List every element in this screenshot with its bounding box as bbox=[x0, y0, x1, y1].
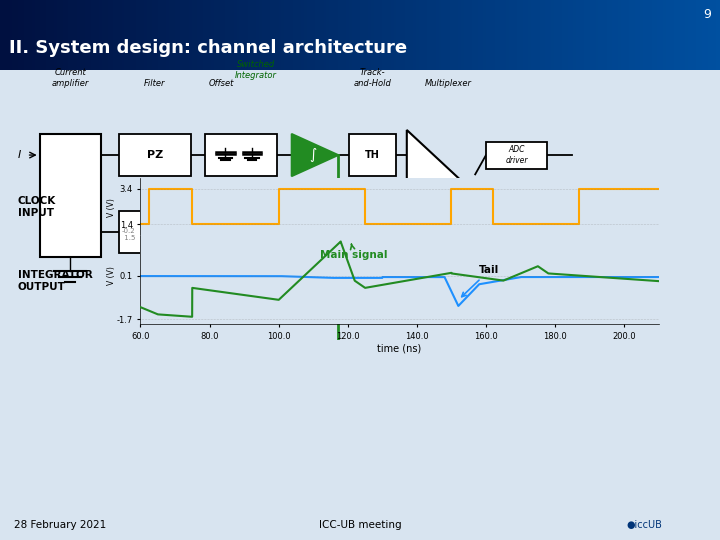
Bar bbox=[205, 211, 277, 253]
Text: V (V): V (V) bbox=[107, 199, 116, 217]
Text: PZ: PZ bbox=[147, 150, 163, 160]
Text: Drv: Drv bbox=[502, 228, 516, 237]
Polygon shape bbox=[486, 216, 536, 248]
Text: Track-
and-Hold: Track- and-Hold bbox=[354, 68, 392, 87]
Text: ∫: ∫ bbox=[309, 148, 316, 162]
Bar bbox=[205, 134, 277, 176]
Text: INTEGRATOR
OUTPUT: INTEGRATOR OUTPUT bbox=[18, 269, 93, 292]
Text: ●iccUB: ●iccUB bbox=[626, 520, 662, 530]
Text: ICC-UB meeting: ICC-UB meeting bbox=[319, 520, 401, 530]
Bar bbox=[119, 134, 191, 176]
Text: 9: 9 bbox=[703, 8, 711, 21]
Text: Main signal: Main signal bbox=[320, 244, 387, 260]
Text: ADC
driver: ADC driver bbox=[505, 145, 528, 165]
Text: Tail: Tail bbox=[462, 266, 500, 296]
Text: V (V): V (V) bbox=[107, 266, 116, 285]
Bar bbox=[349, 211, 396, 253]
Text: TH: TH bbox=[365, 150, 380, 160]
Text: Multiplexer: Multiplexer bbox=[425, 78, 472, 87]
Bar bbox=[349, 134, 396, 176]
Text: ∫: ∫ bbox=[309, 225, 316, 239]
Bar bbox=[486, 141, 547, 168]
X-axis label: time (ns): time (ns) bbox=[377, 343, 422, 353]
Bar bbox=[119, 211, 191, 253]
Text: Switched
Integrator: Switched Integrator bbox=[235, 60, 276, 80]
Text: PZ: PZ bbox=[147, 227, 163, 237]
Text: Offset: Offset bbox=[208, 78, 234, 87]
Text: I: I bbox=[18, 150, 21, 160]
Polygon shape bbox=[292, 134, 338, 176]
Bar bbox=[40, 134, 101, 257]
Text: -0.2
 1.5: -0.2 1.5 bbox=[122, 228, 135, 241]
Text: II. System design: channel architecture: II. System design: channel architecture bbox=[9, 39, 407, 57]
Text: TH: TH bbox=[365, 227, 380, 237]
Text: CLOCK
INPUT: CLOCK INPUT bbox=[18, 195, 56, 218]
Text: Filter: Filter bbox=[144, 78, 166, 87]
Text: Current
amplifier: Current amplifier bbox=[52, 68, 89, 87]
Polygon shape bbox=[407, 130, 475, 257]
Polygon shape bbox=[292, 211, 338, 253]
Text: 28 February 2021: 28 February 2021 bbox=[14, 520, 107, 530]
